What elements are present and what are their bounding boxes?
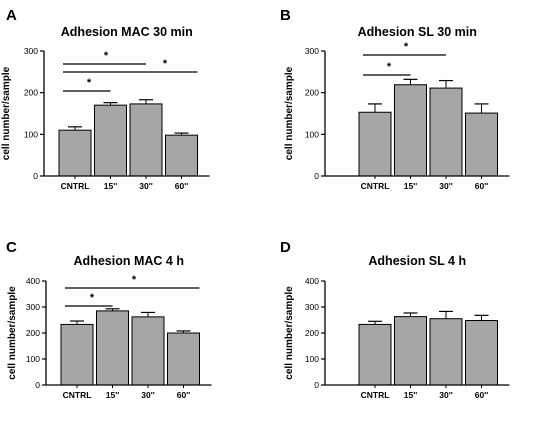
significance-star: * <box>404 41 409 53</box>
chart-panel-a: A Adhesion MAC 30 min cell number/sample 0 1… <box>1 7 210 191</box>
x-tick-label: 30'' <box>139 181 153 191</box>
x-tick-label: CNTRL <box>61 181 90 191</box>
x-tick-label: 15'' <box>104 181 118 191</box>
x-tick-label: 60'' <box>475 181 489 191</box>
chart-title: Adhesion SL 4 h <box>368 254 466 268</box>
x-tick-label: 60'' <box>175 181 189 191</box>
x-tick-label: 15'' <box>106 390 120 400</box>
x-tick-label: 30'' <box>439 181 453 191</box>
significance-star: * <box>163 58 168 70</box>
bar <box>358 323 392 386</box>
bar <box>60 323 94 386</box>
x-tick-label: 30'' <box>439 390 453 400</box>
chart-title: Adhesion SL 30 min <box>358 25 477 39</box>
significance-star: * <box>104 50 109 62</box>
bar <box>429 318 463 386</box>
y-tick-label: 200 <box>26 328 40 338</box>
y-tick-label: 200 <box>305 328 319 338</box>
chart-title: Adhesion MAC 4 h <box>74 254 184 268</box>
y-tick-label: 300 <box>26 302 40 312</box>
x-tick-label: CNTRL <box>63 390 92 400</box>
chart-panel-c: C Adhesion MAC 4 h cell number/sample 0 100 2… <box>6 239 212 400</box>
x-tick-label: 60'' <box>177 390 191 400</box>
bar <box>131 316 165 386</box>
y-tick-label: 400 <box>26 276 40 286</box>
significance-star: * <box>132 274 137 286</box>
x-tick-label: 15'' <box>404 181 418 191</box>
bar <box>165 134 198 177</box>
y-tick-label: 100 <box>26 354 40 364</box>
y-tick-label: 300 <box>305 302 319 312</box>
y-tick-label: 200 <box>305 88 319 98</box>
y-tick-label: 100 <box>24 129 38 139</box>
x-tick-label: 60'' <box>475 390 489 400</box>
y-tick-label: 0 <box>314 171 319 181</box>
chart-panel-b: B Adhesion SL 30 min cell number/sample 0 10… <box>280 7 510 191</box>
x-tick-label: 15'' <box>404 390 418 400</box>
y-axis-title: cell number/sample <box>284 66 295 160</box>
chart-title: Adhesion MAC 30 min <box>61 25 193 39</box>
bar <box>429 87 463 177</box>
y-tick-label: 0 <box>35 380 40 390</box>
bar <box>58 129 92 177</box>
y-tick-label: 300 <box>24 46 38 56</box>
bar <box>96 310 129 386</box>
y-axis-title: cell number/sample <box>1 66 12 160</box>
y-tick-label: 300 <box>305 46 319 56</box>
significance-star: * <box>90 292 95 304</box>
bar <box>465 320 498 386</box>
y-axis-title: cell number/sample <box>284 286 295 380</box>
significance-star: * <box>87 77 92 89</box>
significance-star: * <box>387 61 392 73</box>
y-tick-label: 400 <box>305 276 319 286</box>
chart-panel-d: D Adhesion SL 4 h cell number/sample 0 100 20… <box>280 239 510 400</box>
x-tick-label: CNTRL <box>361 181 390 191</box>
bar <box>394 316 427 386</box>
bar <box>394 84 427 177</box>
panel-letter: D <box>280 239 291 256</box>
bar <box>465 112 498 177</box>
panel-letter: B <box>280 7 291 24</box>
bar <box>94 104 127 177</box>
y-tick-label: 100 <box>305 354 319 364</box>
y-tick-label: 100 <box>305 129 319 139</box>
bar <box>167 332 200 386</box>
panel-letter: C <box>6 239 17 256</box>
x-tick-label: CNTRL <box>361 390 390 400</box>
y-axis-title: cell number/sample <box>7 286 18 380</box>
y-tick-label: 0 <box>314 380 319 390</box>
x-tick-label: 30'' <box>141 390 155 400</box>
bar <box>358 111 392 177</box>
y-tick-label: 200 <box>24 88 38 98</box>
bar <box>129 103 163 177</box>
y-tick-label: 0 <box>33 171 38 181</box>
panel-letter: A <box>6 7 17 24</box>
